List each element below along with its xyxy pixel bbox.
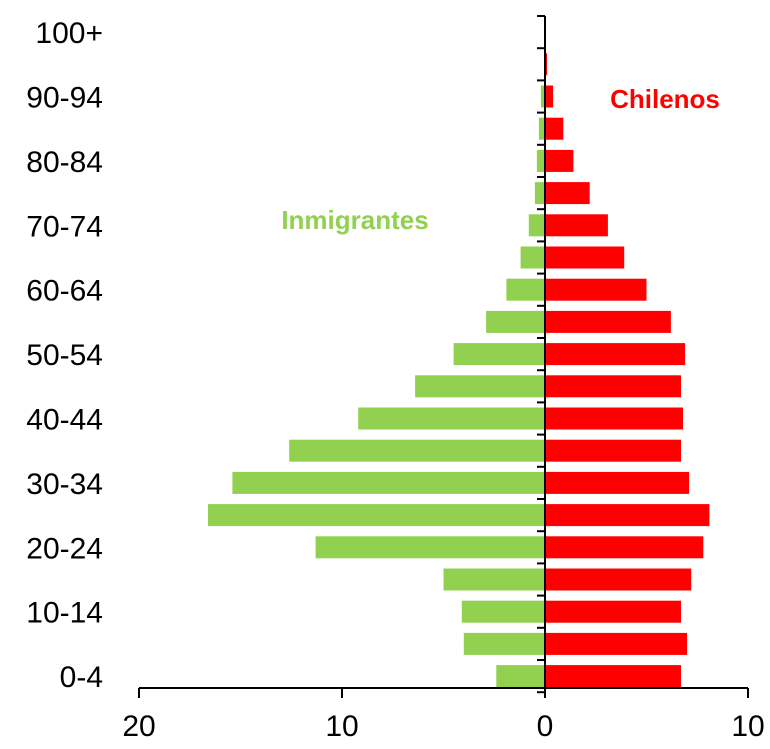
bar-chilenos-20-24 (545, 536, 704, 559)
category-axis-tick-label: 10-14 (26, 597, 103, 630)
bar-chilenos-5-9 (545, 632, 688, 655)
bar-inmigrantes-65-69 (520, 246, 545, 269)
value-axis-tick-label: 0 (537, 710, 554, 743)
bar-chilenos-45-49 (545, 375, 681, 398)
bar-inmigrantes-55-59 (486, 310, 545, 333)
bar-chilenos-50-54 (545, 343, 686, 366)
bar-chilenos-55-59 (545, 310, 671, 333)
value-axis-tick-label: 10 (325, 710, 358, 743)
bar-chilenos-85-89 (545, 117, 564, 140)
series-label-inmigrantes: Inmigrantes (281, 205, 428, 235)
labels-layer: 20 10 0 10 0-4 10-14 20-24 30-34 40-44 50-54 60-64… (26, 17, 764, 743)
axes-layer (138, 15, 749, 698)
bar-inmigrantes-60-64 (506, 278, 545, 301)
bar-inmigrantes-90-94 (540, 85, 545, 108)
bar-chilenos-0-4 (545, 665, 681, 688)
bar-chilenos-80-84 (545, 149, 574, 172)
bar-inmigrantes-80-84 (536, 149, 545, 172)
bar-inmigrantes-15-19 (443, 568, 545, 591)
category-axis-tick-label: 80-84 (26, 146, 103, 179)
bar-inmigrantes-75-79 (534, 182, 546, 205)
bar-chilenos-40-44 (545, 407, 683, 430)
category-axis-tick-label: 90-94 (26, 82, 103, 115)
category-axis-tick-label: 30-34 (26, 468, 103, 501)
bar-inmigrantes-25-29 (208, 504, 545, 527)
bar-inmigrantes-40-44 (358, 407, 545, 430)
category-axis-tick-label: 70-74 (26, 210, 103, 243)
bar-inmigrantes-85-89 (538, 117, 545, 140)
bar-inmigrantes-70-74 (528, 214, 545, 237)
value-axis-tick-label: 20 (122, 710, 155, 743)
bar-chilenos-70-74 (545, 214, 608, 237)
category-axis-tick-label: 100+ (35, 17, 103, 50)
bar-inmigrantes-50-54 (453, 343, 545, 366)
bar-inmigrantes-30-34 (232, 471, 545, 494)
bar-chilenos-30-34 (545, 471, 690, 494)
bar-inmigrantes-45-49 (415, 375, 545, 398)
bar-inmigrantes-0-4 (496, 665, 545, 688)
bar-chilenos-60-64 (545, 278, 647, 301)
category-axis-tick-label: 60-64 (26, 275, 103, 308)
series-label-chilenos: Chilenos (610, 84, 720, 114)
bar-inmigrantes-5-9 (463, 632, 545, 655)
bar-chilenos-90-94 (545, 85, 554, 108)
bar-chilenos-35-39 (545, 439, 681, 462)
value-axis-tick-label: 10 (731, 710, 764, 743)
category-axis-tick-label: 20-24 (26, 532, 103, 565)
bar-inmigrantes-10-14 (461, 600, 545, 623)
bar-chilenos-10-14 (545, 600, 681, 623)
bars-layer (208, 21, 710, 688)
category-axis-tick-label: 40-44 (26, 404, 103, 437)
bar-chilenos-25-29 (545, 504, 710, 527)
bar-chilenos-75-79 (545, 182, 590, 205)
category-axis-tick-label: 50-54 (26, 339, 103, 372)
category-axis-tick-label: 0-4 (60, 661, 103, 694)
bar-chilenos-15-19 (545, 568, 692, 591)
bar-chilenos-65-69 (545, 246, 625, 269)
bar-inmigrantes-35-39 (289, 439, 545, 462)
bar-inmigrantes-20-24 (315, 536, 545, 559)
